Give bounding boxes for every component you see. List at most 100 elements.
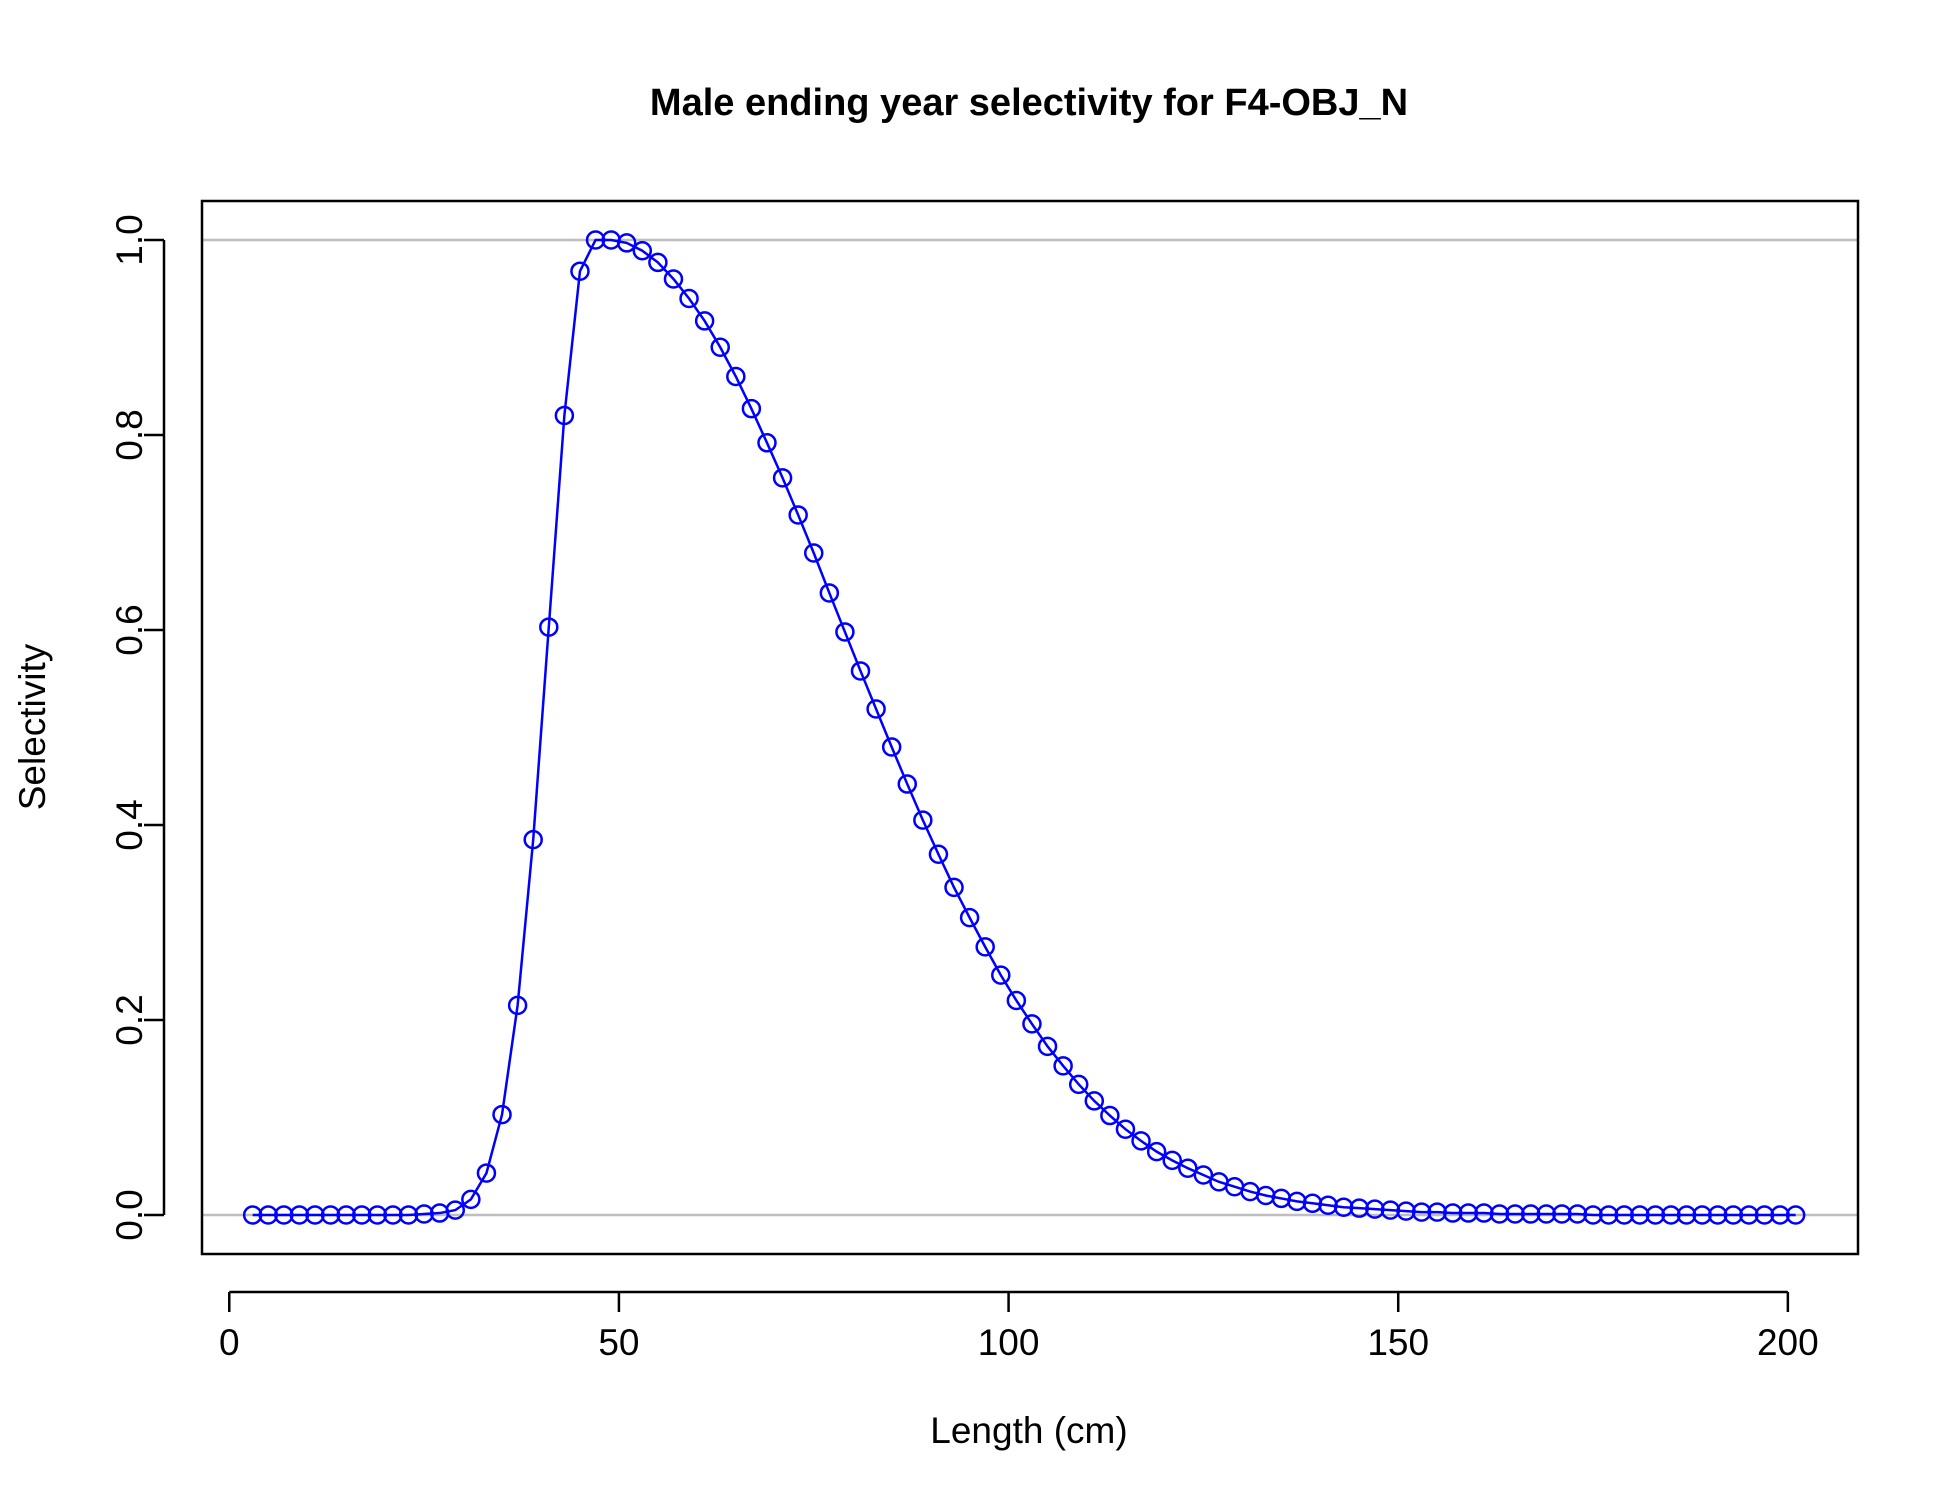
data-point <box>850 661 871 681</box>
data-point <box>959 907 980 928</box>
data-point <box>1645 1205 1666 1225</box>
data-point <box>1739 1205 1759 1225</box>
data-point <box>1365 1199 1385 1219</box>
data-point <box>1115 1119 1136 1139</box>
data-point <box>1598 1205 1619 1225</box>
data-point <box>1785 1205 1806 1225</box>
data-point <box>1146 1141 1167 1162</box>
data-point <box>1100 1105 1120 1126</box>
data-point <box>1380 1200 1401 1220</box>
data-point <box>1458 1203 1479 1223</box>
data-point <box>897 774 918 794</box>
y-tick-label: 0.8 <box>109 409 150 460</box>
data-point <box>383 1205 403 1225</box>
data-point <box>1567 1204 1588 1224</box>
data-point <box>1520 1204 1541 1224</box>
y-tick-label: 0.0 <box>109 1189 150 1240</box>
data-point <box>492 1104 512 1125</box>
data-point <box>757 433 777 453</box>
data-point <box>1661 1205 1681 1225</box>
data-point <box>772 468 793 488</box>
data-point <box>570 261 590 281</box>
data-point <box>804 543 824 563</box>
data-point <box>274 1205 294 1225</box>
data-point <box>1692 1205 1712 1225</box>
data-point <box>1552 1204 1572 1224</box>
data-point <box>1427 1202 1447 1222</box>
data-point <box>1068 1074 1089 1095</box>
x-tick-label: 50 <box>598 1322 639 1363</box>
data-point <box>679 288 699 309</box>
data-point <box>881 737 902 757</box>
data-point <box>242 1205 263 1225</box>
data-point <box>710 337 730 357</box>
data-point <box>1022 1014 1042 1034</box>
data-point <box>1443 1203 1463 1223</box>
data-point <box>1162 1150 1182 1171</box>
data-point <box>1411 1202 1432 1222</box>
data-point <box>1754 1205 1775 1225</box>
data-point <box>1053 1056 1073 1076</box>
data-point <box>1006 990 1027 1011</box>
data-point <box>1505 1204 1525 1224</box>
data-point <box>1396 1201 1416 1221</box>
data-point <box>1178 1158 1198 1178</box>
data-point <box>648 252 668 273</box>
data-point <box>367 1205 388 1225</box>
y-axis: 0.0 0.2 0.4 0.6 0.8 1.0 <box>109 214 166 1241</box>
data-point <box>507 995 528 1016</box>
x-tick-label: 200 <box>1757 1322 1819 1363</box>
data-point <box>352 1205 372 1225</box>
data-point <box>1614 1205 1634 1225</box>
data-point <box>991 965 1011 985</box>
data-point <box>476 1163 497 1183</box>
data-point <box>445 1200 466 1220</box>
data-point <box>1630 1205 1650 1225</box>
data-point <box>554 405 575 426</box>
reference-lines <box>202 238 1858 1217</box>
data-point <box>694 311 715 331</box>
data-point <box>726 366 746 387</box>
data-point <box>414 1204 434 1224</box>
y-tick-label: 1.0 <box>109 214 150 265</box>
x-tick-label: 100 <box>978 1322 1040 1363</box>
data-point <box>258 1205 278 1225</box>
series-line-0 <box>252 238 1796 1217</box>
data-point <box>320 1205 341 1225</box>
chart-title: Male ending year selectivity for F4-OBJ_… <box>650 82 1408 124</box>
data-point <box>928 844 949 864</box>
series-layer <box>242 230 1806 1225</box>
data-point <box>1349 1198 1369 1218</box>
data-point <box>1333 1197 1354 1217</box>
data-point <box>1474 1203 1494 1223</box>
data-point <box>975 937 995 957</box>
data-point <box>1037 1036 1058 1057</box>
data-point <box>1583 1205 1603 1225</box>
data-point <box>835 622 855 642</box>
data-point <box>632 240 653 261</box>
x-axis-label: Length (cm) <box>930 1410 1127 1451</box>
x-tick-label: 0 <box>219 1322 240 1363</box>
data-point <box>398 1205 419 1225</box>
data-point <box>913 810 933 830</box>
data-point <box>663 269 684 289</box>
data-point <box>585 230 606 250</box>
data-point <box>539 617 559 637</box>
data-point <box>461 1189 481 1210</box>
data-point <box>305 1205 325 1225</box>
y-tick-label: 0.6 <box>109 604 150 655</box>
data-point <box>741 398 762 419</box>
data-point <box>1676 1205 1697 1225</box>
y-tick-label: 0.2 <box>109 994 150 1045</box>
plot-area-frame <box>200 199 1860 1256</box>
y-axis-label: Selectivity <box>12 643 53 810</box>
data-point <box>788 505 808 525</box>
x-tick-label: 150 <box>1367 1322 1429 1363</box>
data-point <box>1084 1091 1105 1111</box>
data-point <box>1707 1205 1728 1225</box>
y-tick-label: 0.4 <box>109 799 150 850</box>
data-point <box>944 877 964 898</box>
data-point <box>289 1205 310 1225</box>
data-point <box>1770 1205 1790 1225</box>
data-point <box>523 829 543 850</box>
